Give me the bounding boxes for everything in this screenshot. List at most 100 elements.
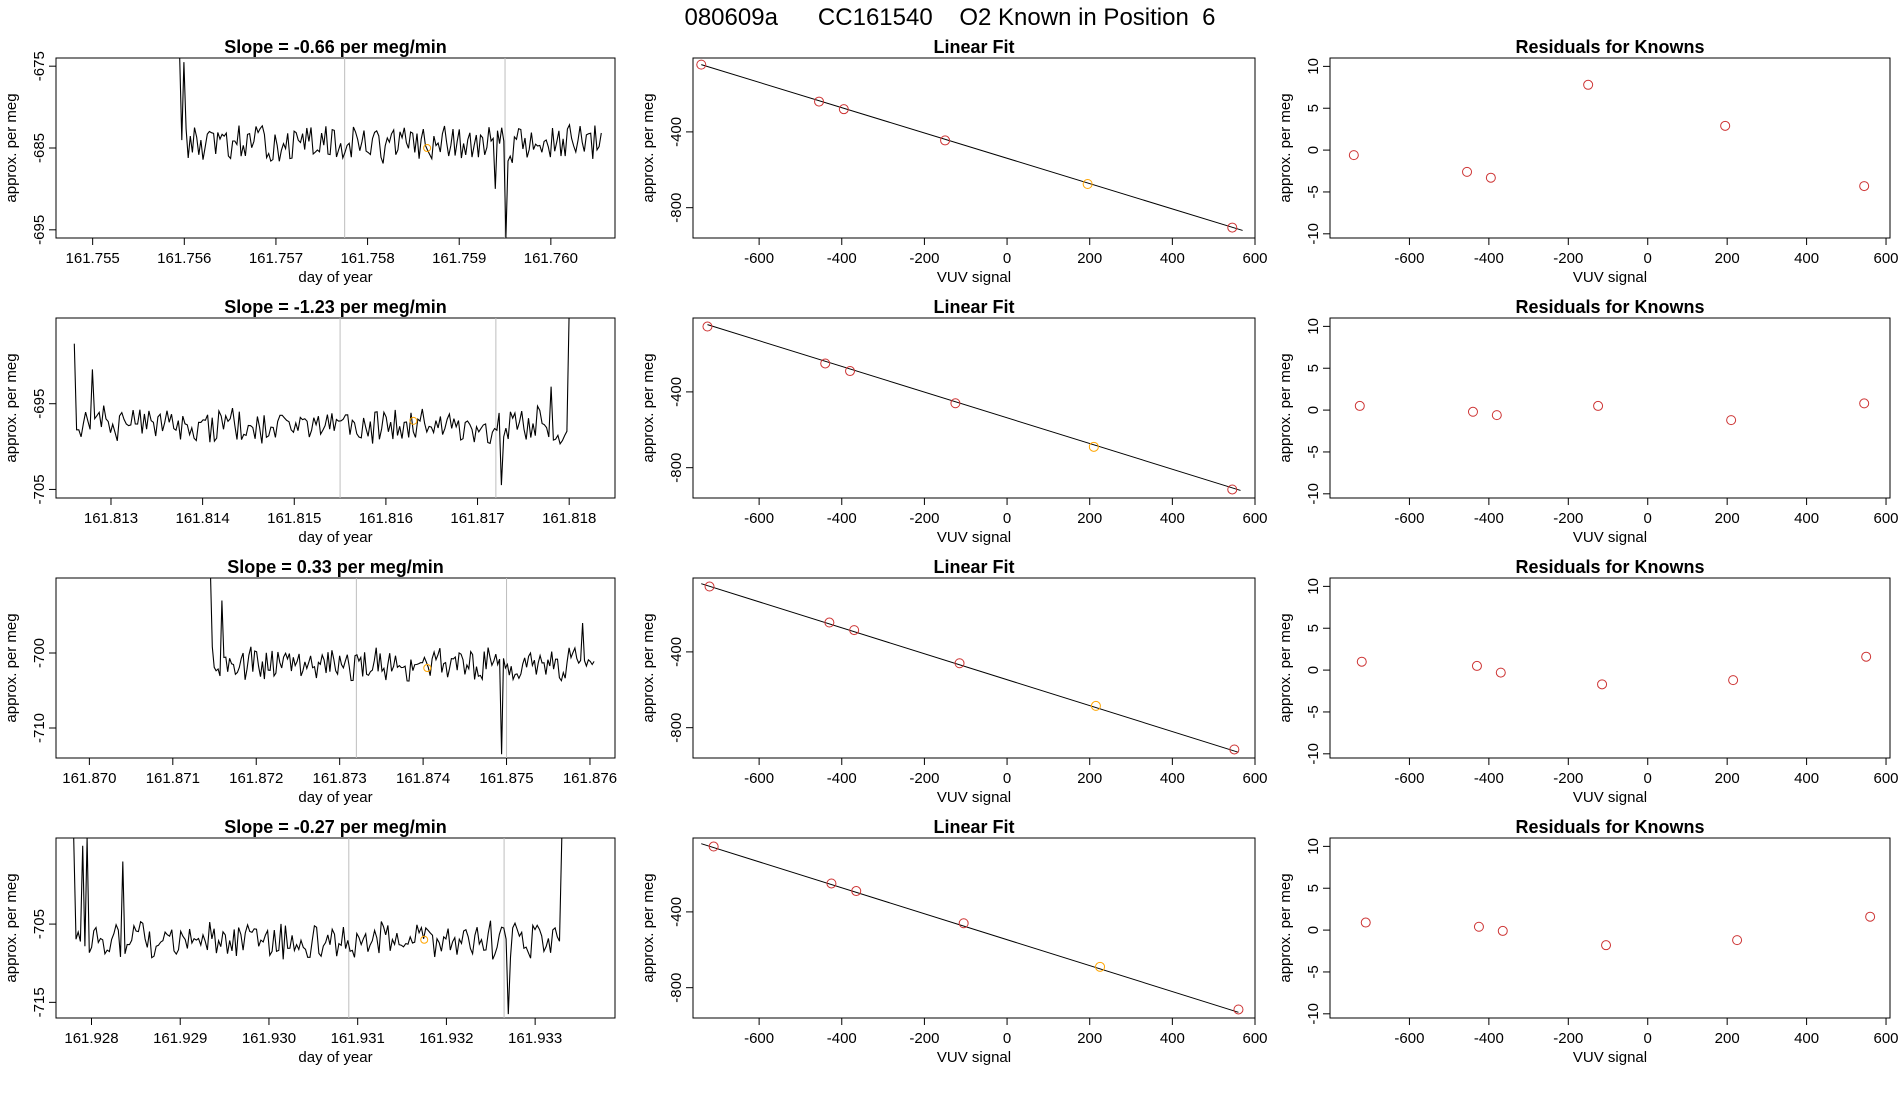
y-tick-label: -710 [31, 713, 48, 743]
x-tick-label: 161.874 [396, 770, 450, 787]
y-tick-label: -10 [1305, 223, 1322, 245]
data-point [1859, 181, 1870, 192]
plot-area [1348, 79, 1870, 192]
plot-frame [1329, 317, 1891, 499]
x-tick-label: 200 [1715, 250, 1740, 267]
x-axis-label: VUV signal [1573, 1049, 1647, 1066]
x-tick-label: 161.755 [66, 250, 120, 267]
x-tick-label: 161.759 [432, 250, 486, 267]
panel-title: Residuals for Knowns [1515, 297, 1704, 317]
data-point [704, 581, 715, 592]
panel-title: Linear Fit [933, 297, 1014, 317]
data-point [1865, 911, 1876, 922]
panel-3-1: Slope = 0.33 per meg/min 161.870 161.871 16… [3, 557, 617, 806]
panel-title: Linear Fit [933, 557, 1014, 577]
x-tick-label: -600 [1394, 250, 1424, 267]
data-point [1360, 917, 1371, 928]
data-point [1495, 667, 1506, 678]
x-axis-label: day of year [298, 529, 372, 546]
data-point [1356, 656, 1367, 667]
data-point [1859, 398, 1870, 409]
x-tick-label: 161.872 [229, 770, 283, 787]
x-tick-label: 600 [1874, 1030, 1899, 1047]
panel-3-3: Residuals for Knowns -600 -400 -200 0 200 400 6… [1277, 557, 1899, 806]
y-tick-label: -695 [31, 215, 48, 245]
data-point [1227, 222, 1238, 233]
x-tick-label: -200 [909, 250, 939, 267]
plot-area [210, 578, 595, 758]
plot-area [73, 318, 570, 498]
x-tick-label: 161.757 [249, 250, 303, 267]
data-point [1497, 925, 1508, 936]
x-axis-label: VUV signal [1573, 529, 1647, 546]
x-axis-label: VUV signal [937, 529, 1011, 546]
panel-2-2: Linear Fit -600 -400 -200 0 200 400 600 VUV sign… [640, 297, 1268, 546]
series-line [179, 58, 602, 238]
y-tick-label: 5 [1305, 364, 1322, 372]
data-point [1726, 415, 1737, 426]
known-marker [420, 935, 429, 944]
data-point [940, 135, 951, 146]
panel-title: Residuals for Knowns [1515, 817, 1704, 837]
x-tick-label: -600 [1394, 770, 1424, 787]
panel-title: Slope = 0.33 per meg/min [227, 557, 444, 577]
data-point [708, 841, 719, 852]
plot-frame [55, 577, 616, 759]
known-marker [423, 144, 432, 152]
y-tick-label: -715 [31, 987, 48, 1017]
panel-title: Slope = -0.66 per meg/min [224, 37, 447, 57]
y-axis-label: approx. per meg [640, 93, 657, 202]
x-axis-label: day of year [298, 789, 372, 806]
y-tick-label: -800 [668, 453, 685, 483]
x-axis-label: VUV signal [937, 789, 1011, 806]
x-tick-label: 161.932 [419, 1030, 473, 1047]
y-axis-label: approx. per meg [1277, 873, 1294, 982]
plot-frame [1329, 577, 1891, 759]
data-point [1601, 940, 1612, 951]
x-tick-label: 161.813 [84, 510, 138, 527]
x-tick-label: 161.928 [64, 1030, 118, 1047]
x-tick-label: 161.760 [524, 250, 578, 267]
x-tick-label: -200 [1553, 250, 1583, 267]
x-tick-label: 161.871 [146, 770, 200, 787]
x-tick-label: -200 [1553, 510, 1583, 527]
y-tick-label: -10 [1305, 743, 1322, 765]
x-tick-label: 400 [1160, 1030, 1185, 1047]
y-tick-label: 0 [1305, 666, 1322, 674]
plot-area [73, 838, 563, 1018]
y-tick-label: 10 [1305, 318, 1322, 335]
y-tick-label: 0 [1305, 406, 1322, 414]
data-point [1732, 935, 1743, 946]
panel-title: Slope = -1.23 per meg/min [224, 297, 447, 317]
x-tick-label: -600 [744, 770, 774, 787]
x-axis-label: VUV signal [1573, 269, 1647, 286]
x-tick-label: 161.873 [313, 770, 367, 787]
x-tick-label: 600 [1242, 1030, 1267, 1047]
panel-title: Residuals for Knowns [1515, 557, 1704, 577]
y-tick-label: 5 [1305, 104, 1322, 112]
x-tick-label: -600 [744, 250, 774, 267]
data-point [950, 398, 961, 409]
x-tick-label: 400 [1794, 250, 1819, 267]
x-tick-label: 200 [1077, 510, 1102, 527]
y-tick-label: 10 [1305, 58, 1322, 75]
y-tick-label: -705 [31, 474, 48, 504]
x-tick-label: -600 [1394, 1030, 1424, 1047]
x-axis-label: VUV signal [1573, 789, 1647, 806]
data-point [696, 59, 707, 70]
y-tick-label: -800 [668, 973, 685, 1003]
x-tick-label: 161.817 [450, 510, 504, 527]
y-tick-label: -10 [1305, 1003, 1322, 1025]
data-point [1354, 400, 1365, 411]
fit-line [701, 64, 1243, 231]
y-tick-label: 5 [1305, 884, 1322, 892]
y-tick-label: -10 [1305, 483, 1322, 505]
data-point [1462, 166, 1473, 177]
panel-title: Residuals for Knowns [1515, 37, 1704, 57]
plot-frame [692, 577, 1256, 759]
x-tick-label: 0 [1003, 770, 1011, 787]
plot-frame [1329, 837, 1891, 1019]
x-tick-label: 200 [1077, 1030, 1102, 1047]
data-point [1467, 406, 1478, 417]
panel-1-3: Residuals for Knowns -600 -400 -200 0 200 400 6… [1277, 37, 1899, 286]
